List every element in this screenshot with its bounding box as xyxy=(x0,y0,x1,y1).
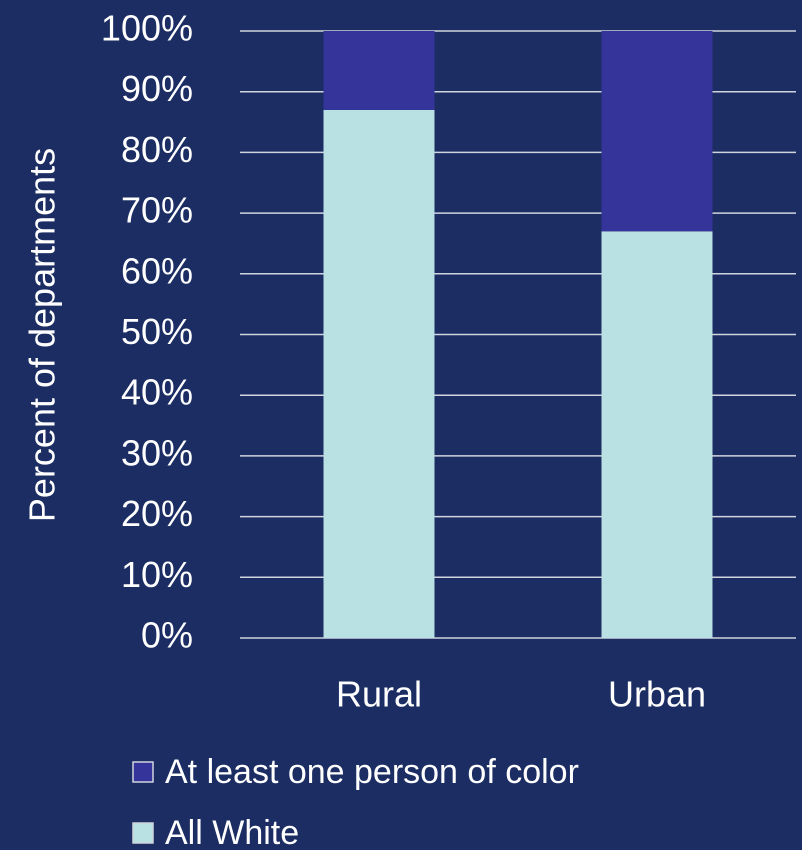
x-tick-label: Rural xyxy=(336,674,422,715)
y-tick-label: 100% xyxy=(101,8,193,49)
bar-segment xyxy=(601,231,713,638)
legend-label: All White xyxy=(165,814,299,850)
y-tick-label: 30% xyxy=(121,432,193,473)
y-tick-label: 50% xyxy=(121,311,193,352)
legend-swatch xyxy=(132,761,154,783)
bar-segment xyxy=(601,31,713,232)
bar-segment xyxy=(323,31,435,110)
y-tick-label: 40% xyxy=(121,372,193,413)
y-tick-label: 60% xyxy=(121,250,193,291)
x-tick-label: Urban xyxy=(608,674,706,715)
bar-segment xyxy=(323,109,435,638)
y-tick-label: 90% xyxy=(121,68,193,109)
y-axis-label: Percent of departments xyxy=(22,148,63,522)
y-tick-label: 0% xyxy=(141,615,193,656)
y-tick-label: 70% xyxy=(121,190,193,231)
legend-label: At least one person of color xyxy=(165,753,579,791)
y-tick-label: 10% xyxy=(121,554,193,595)
y-tick-label: 20% xyxy=(121,493,193,534)
legend-swatch xyxy=(132,822,154,844)
y-tick-label: 80% xyxy=(121,129,193,170)
